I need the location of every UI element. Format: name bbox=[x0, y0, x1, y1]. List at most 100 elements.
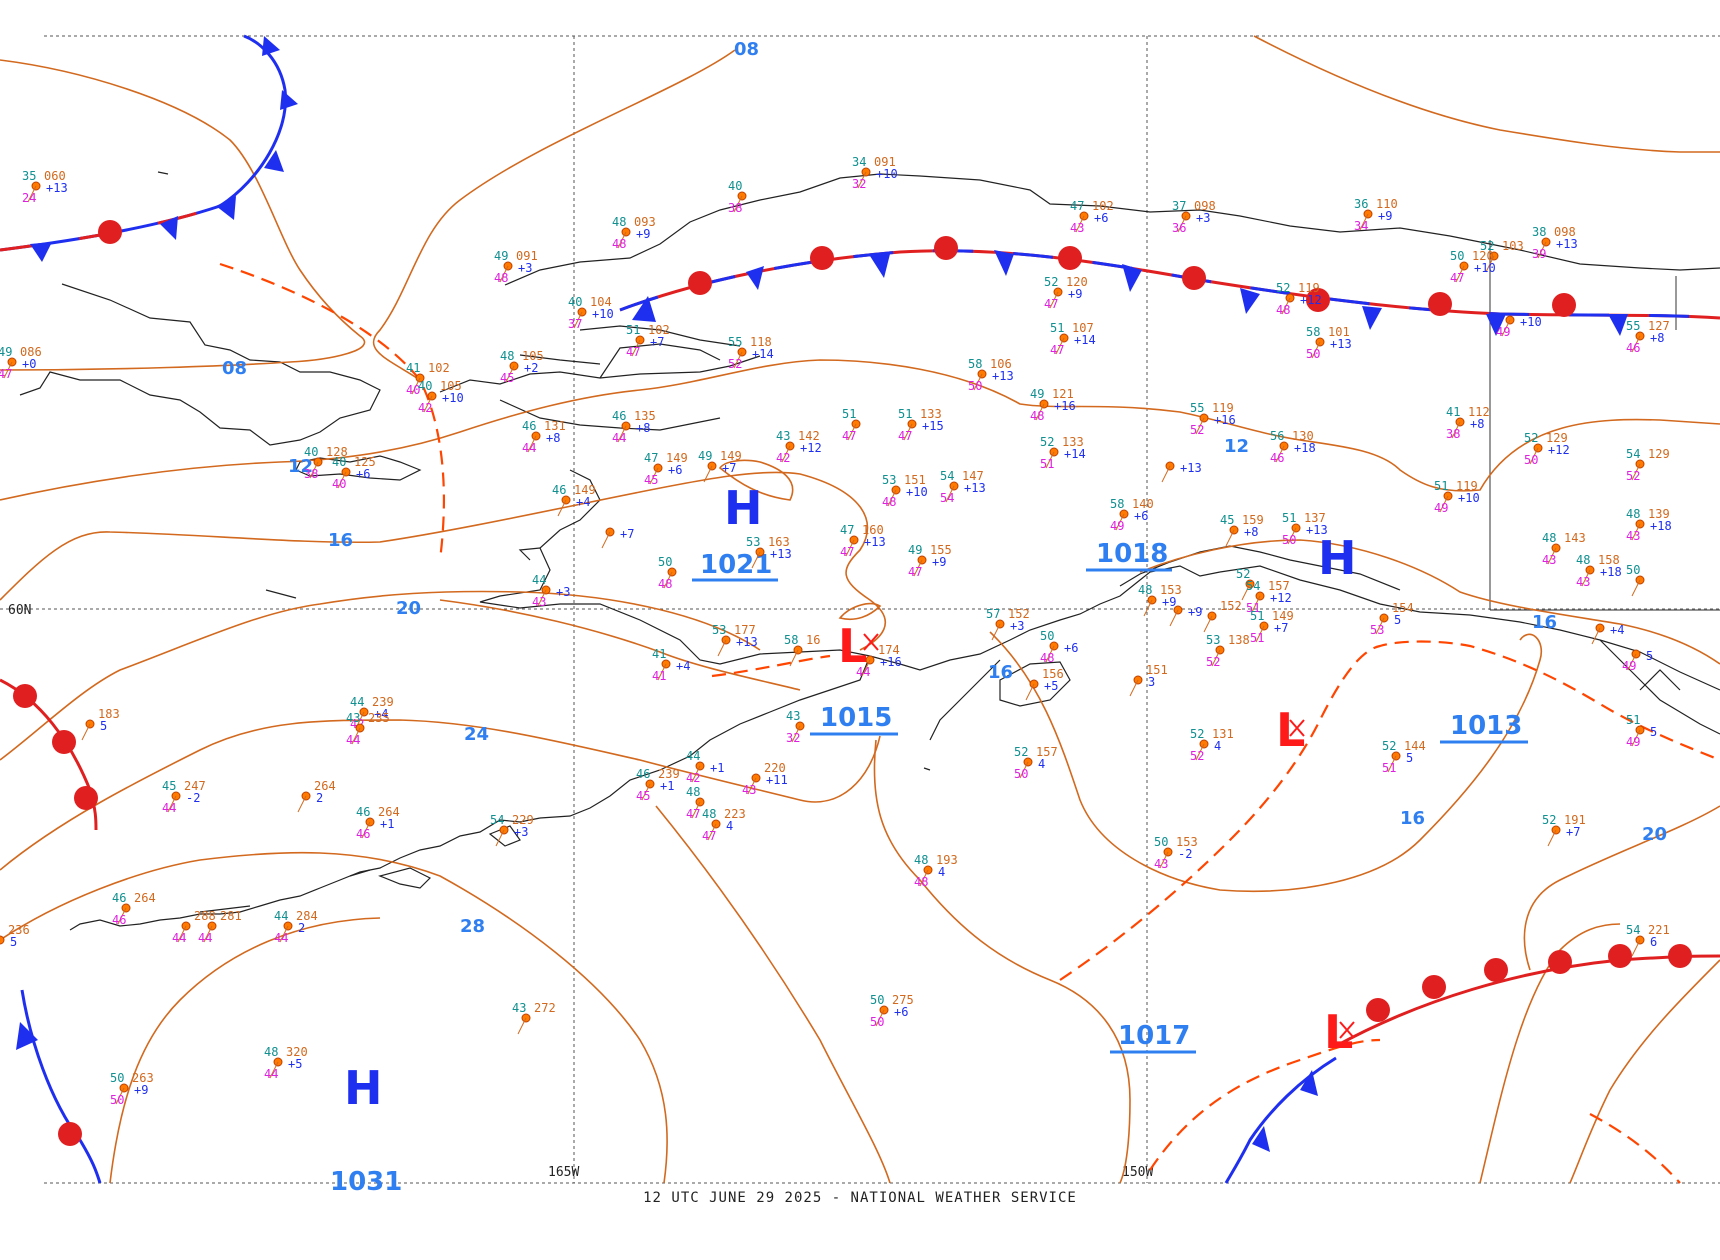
lat-label-60n: 60N bbox=[8, 603, 31, 618]
pressure-center-value: 1015 bbox=[820, 703, 892, 733]
station-temperature: 48 bbox=[1542, 531, 1556, 545]
station-dewpoint: 46 bbox=[356, 827, 370, 841]
station-dewpoint: 38 bbox=[728, 201, 742, 215]
station-plot: 53 151 48 +10 bbox=[882, 473, 928, 509]
station-pressure: 149 bbox=[1272, 609, 1294, 623]
station-dewpoint: 44 bbox=[522, 441, 536, 455]
station-tendency: +11 bbox=[766, 773, 788, 787]
wind-barb-icon bbox=[1161, 465, 1171, 483]
station-plot: 288 44 bbox=[172, 909, 216, 945]
wind-barb-icon bbox=[1035, 403, 1045, 421]
station-plot: 58 106 50 +13 bbox=[968, 357, 1014, 393]
station-pressure: 154 bbox=[1392, 601, 1414, 615]
station-tendency: 5 bbox=[1650, 725, 1657, 739]
station-tendency: +18 bbox=[1294, 441, 1316, 455]
wind-barb-icon bbox=[1255, 625, 1265, 643]
station-tendency: +6 bbox=[668, 463, 682, 477]
isobar-label: 08 bbox=[222, 358, 247, 379]
station-pressure: 119 bbox=[1212, 401, 1234, 415]
station-plot: 54 157 51 +12 bbox=[1246, 579, 1292, 615]
station-temperature: 50 bbox=[870, 993, 884, 1007]
isobar-label: 16 bbox=[1532, 612, 1557, 633]
wind-barb-icon bbox=[1631, 335, 1641, 353]
station-pressure: 120 bbox=[1066, 275, 1088, 289]
station-temperature: 54 bbox=[1246, 579, 1260, 593]
wind-barb-icon bbox=[875, 1009, 885, 1027]
wind-barb-icon bbox=[115, 1087, 125, 1105]
station-dewpoint: 52 bbox=[1190, 423, 1204, 437]
wind-barb-icon bbox=[691, 765, 701, 783]
wind-barb-icon bbox=[861, 659, 871, 677]
station-temperature: 40 bbox=[304, 445, 318, 459]
station-plot: 174 44 +16 bbox=[856, 643, 902, 679]
station-temperature: 52 bbox=[1014, 745, 1028, 759]
station-temperature: 38 bbox=[1532, 225, 1546, 239]
station-plot: 48 223 47 4 bbox=[702, 807, 746, 843]
station-plot: +4 bbox=[1591, 623, 1624, 645]
station-plot: 53 177+13 bbox=[712, 623, 758, 657]
station-temperature: 53 bbox=[882, 473, 896, 487]
station-dewpoint: 49 bbox=[1496, 325, 1510, 339]
station-temperature: 55 bbox=[1190, 401, 1204, 415]
wind-barb-icon bbox=[791, 725, 801, 743]
pressure-center-high: H 1021 bbox=[692, 481, 778, 582]
station-plot: 55 119 52 +16 bbox=[1190, 401, 1236, 437]
station-temperature: 52 bbox=[1480, 239, 1494, 253]
station-plot: 46 264 46 +1 bbox=[356, 805, 400, 841]
station-tendency: +9 bbox=[1188, 605, 1202, 619]
station-pressure: 133 bbox=[920, 407, 942, 421]
station-dewpoint: 43 bbox=[1542, 553, 1556, 567]
wind-barb-icon bbox=[1115, 513, 1125, 531]
wind-barb-icon bbox=[657, 663, 667, 681]
station-pressure: 125 bbox=[354, 455, 376, 469]
station-dewpoint: 42 bbox=[418, 401, 432, 415]
station-tendency: +9 bbox=[932, 555, 946, 569]
station-dewpoint: 36 bbox=[1172, 221, 1186, 235]
station-dewpoint: 52 bbox=[1206, 655, 1220, 669]
station-temperature: 52 bbox=[1382, 739, 1396, 753]
station-temperature: 50 bbox=[110, 1071, 124, 1085]
isobar-label: 20 bbox=[1642, 824, 1667, 845]
station-tendency: +13 bbox=[1180, 461, 1202, 475]
station-tendency: +2 bbox=[524, 361, 538, 375]
station-temperature: 41 bbox=[1446, 405, 1460, 419]
station-tendency: +8 bbox=[1470, 417, 1484, 431]
station-plot: 45 247 44 -2 bbox=[162, 779, 206, 815]
pressure-center-low: L 1017 bbox=[1110, 1005, 1355, 1059]
station-plot: 51 149 51 +7 bbox=[1250, 609, 1294, 645]
station-dewpoint: 44 bbox=[346, 733, 360, 747]
station-pressure: 091 bbox=[874, 155, 896, 169]
wind-barb-icon bbox=[649, 467, 659, 485]
station-temperature: 51 bbox=[1434, 479, 1448, 493]
pressure-center-high: H 1031 bbox=[330, 1061, 402, 1197]
wind-barb-icon bbox=[1129, 679, 1139, 697]
station-pressure: 091 bbox=[516, 249, 538, 263]
station-temperature: 51 bbox=[842, 407, 856, 421]
wind-barb-icon bbox=[1627, 653, 1637, 671]
station-tendency: +6 bbox=[1094, 211, 1108, 225]
station-dewpoint: 48 bbox=[882, 495, 896, 509]
wind-barb-icon bbox=[789, 649, 799, 667]
station-tendency: 5 bbox=[1646, 649, 1653, 663]
station-tendency: +9 bbox=[1068, 287, 1082, 301]
station-dewpoint: 49 bbox=[1626, 735, 1640, 749]
station-tendency: +1 bbox=[380, 817, 394, 831]
station-plot: +7 bbox=[601, 527, 634, 549]
station-tendency: +1 bbox=[710, 761, 724, 775]
station-tendency: +6 bbox=[1134, 509, 1148, 523]
station-dewpoint: 44 bbox=[612, 431, 626, 445]
station-tendency: +12 bbox=[1300, 293, 1322, 307]
station-pressure: 263 bbox=[132, 1071, 154, 1085]
lon-label-150w: 150W bbox=[1122, 1165, 1153, 1180]
wind-barb-icon bbox=[117, 907, 127, 925]
station-pressure: 160 bbox=[862, 523, 884, 537]
station-plot: 50 263 50 +9 bbox=[110, 1071, 154, 1107]
station-pressure: 221 bbox=[1648, 923, 1670, 937]
wind-barb-icon bbox=[857, 171, 867, 189]
station-plot: 47 149 45 +6 bbox=[644, 451, 688, 487]
station-tendency: +6 bbox=[1064, 641, 1078, 655]
station-pressure: 131 bbox=[1212, 727, 1234, 741]
